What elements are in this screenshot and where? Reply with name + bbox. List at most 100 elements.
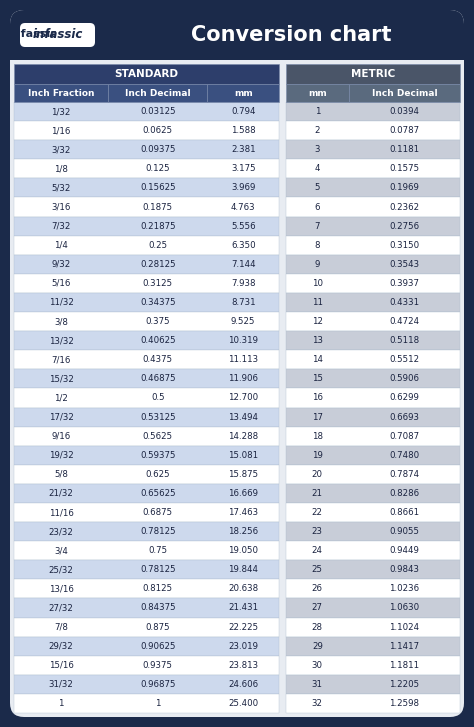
Text: 0.5906: 0.5906 [389,374,419,383]
Text: 22.225: 22.225 [228,622,258,632]
Text: 3/4: 3/4 [54,546,68,555]
Text: 27: 27 [312,603,323,612]
FancyBboxPatch shape [10,10,464,60]
Text: 0.4724: 0.4724 [389,317,419,326]
Text: 0.21875: 0.21875 [140,222,175,230]
Text: 0.3543: 0.3543 [389,260,419,269]
Text: 7/32: 7/32 [51,222,71,230]
Bar [286,369,460,388]
Text: 25/32: 25/32 [49,566,73,574]
Text: 0.65625: 0.65625 [140,489,175,498]
Bar [286,331,460,350]
Bar [286,617,460,637]
Text: 0.3937: 0.3937 [389,279,419,288]
Bar [14,617,279,637]
Text: 1/16: 1/16 [51,126,71,135]
Text: 16: 16 [312,393,323,403]
Text: 17: 17 [312,412,323,422]
Bar [14,350,279,369]
Bar [14,159,279,178]
Bar [286,84,349,102]
Text: 15.875: 15.875 [228,470,258,479]
Text: 1.2598: 1.2598 [389,699,419,708]
FancyBboxPatch shape [10,10,464,717]
Text: 23.813: 23.813 [228,661,258,670]
Text: 1.0236: 1.0236 [389,585,419,593]
Text: 0.4331: 0.4331 [389,298,419,307]
Text: 29: 29 [312,642,323,651]
Text: 4.763: 4.763 [231,203,255,212]
Text: 1/2: 1/2 [54,393,68,403]
Bar [286,198,460,217]
Text: 24: 24 [312,546,323,555]
Text: 0.03125: 0.03125 [140,107,175,116]
Bar [14,331,279,350]
Text: 0.53125: 0.53125 [140,412,175,422]
Text: 1.2205: 1.2205 [389,680,419,689]
Text: 23.019: 23.019 [228,642,258,651]
Bar [14,236,279,254]
Text: 0.2362: 0.2362 [389,203,419,212]
Text: 0.794: 0.794 [231,107,255,116]
Text: 9/32: 9/32 [51,260,71,269]
Bar [286,293,460,312]
Bar [14,254,279,274]
Text: 0.15625: 0.15625 [140,183,175,193]
Text: 7.144: 7.144 [231,260,255,269]
Text: 18: 18 [312,432,323,441]
Text: 32: 32 [312,699,323,708]
Text: 7: 7 [315,222,320,230]
Text: 10.319: 10.319 [228,336,258,345]
Text: 21.431: 21.431 [228,603,258,612]
Text: 22: 22 [312,508,323,517]
Text: 3: 3 [315,145,320,154]
Text: 15/16: 15/16 [49,661,73,670]
Bar [14,503,279,522]
Text: 1: 1 [155,699,161,708]
Text: 30: 30 [312,661,323,670]
Bar [286,427,460,446]
Text: 13: 13 [312,336,323,345]
Text: 25: 25 [312,566,323,574]
Bar [286,561,460,579]
Bar [14,274,279,293]
Text: 21/32: 21/32 [49,489,73,498]
Text: 12: 12 [312,317,323,326]
Text: 1: 1 [315,107,320,116]
Bar [14,388,279,408]
Bar [14,64,279,84]
Text: 0.40625: 0.40625 [140,336,175,345]
Text: 20.638: 20.638 [228,585,258,593]
Bar [286,102,460,121]
Text: 5/16: 5/16 [51,279,71,288]
Text: 0.9843: 0.9843 [389,566,419,574]
Bar [286,579,460,598]
Bar [14,102,279,121]
Bar [14,427,279,446]
Text: 0.4375: 0.4375 [143,356,173,364]
Text: 5.556: 5.556 [231,222,255,230]
Text: 11.113: 11.113 [228,356,258,364]
Text: 19.844: 19.844 [228,566,258,574]
Text: 11.906: 11.906 [228,374,258,383]
Text: 0.2756: 0.2756 [389,222,419,230]
Text: 0.8125: 0.8125 [143,585,173,593]
Text: 0.90625: 0.90625 [140,642,175,651]
Bar [14,140,279,159]
Text: 0.625: 0.625 [146,470,170,479]
Text: 20: 20 [312,470,323,479]
Text: 0.1969: 0.1969 [389,183,419,193]
Text: 9/16: 9/16 [51,432,71,441]
Text: 0.0625: 0.0625 [143,126,173,135]
Text: mm: mm [308,89,327,97]
Bar [286,64,460,84]
Bar [14,408,279,427]
Text: 0.1875: 0.1875 [143,203,173,212]
Text: 3/32: 3/32 [51,145,71,154]
Text: 19: 19 [312,451,323,459]
Text: 14.288: 14.288 [228,432,258,441]
Text: 0.8661: 0.8661 [389,508,419,517]
Text: 1/32: 1/32 [51,107,71,116]
Text: 11/32: 11/32 [49,298,73,307]
Text: 5: 5 [315,183,320,193]
